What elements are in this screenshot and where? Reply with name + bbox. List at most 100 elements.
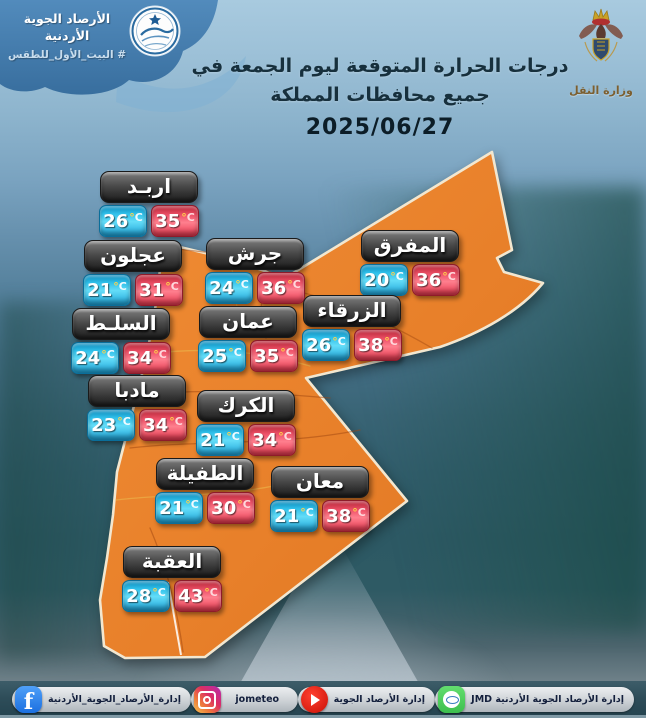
max-temp-badge: 43 °C [174, 580, 222, 612]
min-temp-badge: 23 °C [87, 409, 135, 441]
temps-row: 21 °C 31 °C [83, 274, 183, 306]
gov-zarqa: الزرقاء 26 °C 38 °C [302, 295, 402, 361]
gov-name: العقبة [123, 546, 221, 578]
degree-symbol: ° [101, 347, 107, 361]
temp-value: 36 [416, 269, 442, 291]
degree-symbol: ° [129, 210, 135, 224]
min-temp-badge: 21 °C [270, 500, 318, 532]
temps-row: 21 °C 34 °C [196, 424, 296, 456]
degree-symbol: ° [204, 585, 210, 599]
max-temp-badge: 34 °C [248, 424, 296, 456]
unit-letter: C [233, 345, 242, 359]
max-temp-badge: 34 °C [139, 409, 187, 441]
min-temp-badge: 21 °C [155, 492, 203, 524]
unit-letter: C [157, 585, 166, 599]
title-line-1: درجات الحرارة المتوقعة ليوم الجمعة في [191, 55, 569, 77]
instagram-chip[interactable]: jometeo [190, 686, 298, 713]
gov-name: اربـد [100, 171, 198, 203]
temp-value: 31 [139, 279, 165, 301]
temps-row: 24 °C 36 °C [205, 272, 305, 304]
temp-value: 21 [200, 429, 226, 451]
temps-row: 25 °C 35 °C [198, 340, 298, 372]
temp-value: 24 [209, 277, 235, 299]
unit-letter: C [174, 414, 183, 428]
unit-letter: C [285, 345, 294, 359]
unit-letter: C [106, 347, 115, 361]
max-temp-badge: 34 °C [123, 342, 171, 374]
max-temp-badge: 38 °C [322, 500, 370, 532]
temps-row: 26 °C 35 °C [99, 205, 199, 237]
social-bar: f إدارة_الأرصاد_الجوية_الأردنية jometeo … [0, 681, 646, 718]
degree-symbol: ° [181, 210, 187, 224]
degree-symbol: ° [278, 429, 284, 443]
gov-jerash: جرش 24 °C 36 °C [205, 238, 305, 304]
temp-value: 38 [326, 505, 352, 527]
max-temp-badge: 36 °C [412, 264, 460, 296]
temp-value: 35 [155, 210, 181, 232]
degree-symbol: ° [226, 429, 232, 443]
gov-karak: الكرك 21 °C 34 °C [196, 390, 296, 456]
temps-row: 21 °C 38 °C [270, 500, 370, 532]
unit-letter: C [186, 210, 195, 224]
unit-letter: C [170, 279, 179, 293]
facebook-chip[interactable]: f إدارة_الأرصاد_الجوية_الأردنية [12, 686, 191, 713]
temp-value: 43 [178, 585, 204, 607]
gov-aqaba: العقبة 28 °C 43 °C [122, 546, 222, 612]
youtube-chip[interactable]: إدارة الأرصاد الجوية [297, 686, 436, 713]
degree-symbol: ° [185, 497, 191, 511]
degree-symbol: ° [169, 414, 175, 428]
max-temp-badge: 35 °C [250, 340, 298, 372]
gov-amman: عمان 25 °C 35 °C [198, 306, 298, 372]
unit-letter: C [118, 279, 127, 293]
degree-symbol: ° [235, 277, 241, 291]
max-temp-badge: 30 °C [207, 492, 255, 524]
degree-symbol: ° [332, 334, 338, 348]
ministry-label: وزارة النقل [569, 84, 633, 97]
degree-symbol: ° [117, 414, 123, 428]
unit-letter: C [283, 429, 292, 443]
degree-symbol: ° [113, 279, 119, 293]
unit-letter: C [209, 585, 218, 599]
unit-letter: C [357, 505, 366, 519]
temp-value: 34 [252, 429, 278, 451]
unit-letter: C [395, 269, 404, 283]
temp-value: 23 [91, 414, 117, 436]
whatsapp-chip[interactable]: إدارة الأرصاد الجوية الأردنية JMD [435, 686, 634, 713]
gov-name: عمان [199, 306, 297, 338]
degree-symbol: ° [280, 345, 286, 359]
gov-name: السلـط [72, 308, 170, 340]
youtube-handle: إدارة الأرصاد الجوية [333, 694, 426, 705]
gov-maan: معان 21 °C 38 °C [270, 466, 370, 532]
gov-name: معان [271, 466, 369, 498]
min-temp-badge: 26 °C [302, 329, 350, 361]
temp-value: 25 [202, 345, 228, 367]
unit-letter: C [122, 414, 131, 428]
degree-symbol: ° [287, 277, 293, 291]
coat-of-arms-icon [579, 8, 623, 62]
degree-symbol: ° [352, 505, 358, 519]
instagram-icon [193, 686, 221, 713]
facebook-icon: f [15, 686, 42, 713]
degree-symbol: ° [384, 334, 390, 348]
gov-name: جرش [206, 238, 304, 270]
min-temp-badge: 26 °C [99, 205, 147, 237]
gov-mafraq: المفرق 20 °C 36 °C [360, 230, 460, 296]
unit-letter: C [337, 334, 346, 348]
ministry-emblem: وزارة النقل [562, 6, 640, 110]
temp-value: 38 [358, 334, 384, 356]
unit-letter: C [292, 277, 301, 291]
max-temp-badge: 36 °C [257, 272, 305, 304]
temps-row: 26 °C 38 °C [302, 329, 402, 361]
temp-value: 21 [159, 497, 185, 519]
temps-row: 24 °C 34 °C [71, 342, 171, 374]
temp-value: 21 [87, 279, 113, 301]
youtube-icon [300, 686, 328, 713]
gov-irbid: اربـد 26 °C 35 °C [99, 171, 199, 237]
temp-value: 28 [126, 585, 152, 607]
temp-value: 36 [261, 277, 287, 299]
unit-letter: C [305, 505, 314, 519]
temps-row: 20 °C 36 °C [360, 264, 460, 296]
max-temp-badge: 31 °C [135, 274, 183, 306]
degree-symbol: ° [442, 269, 448, 283]
